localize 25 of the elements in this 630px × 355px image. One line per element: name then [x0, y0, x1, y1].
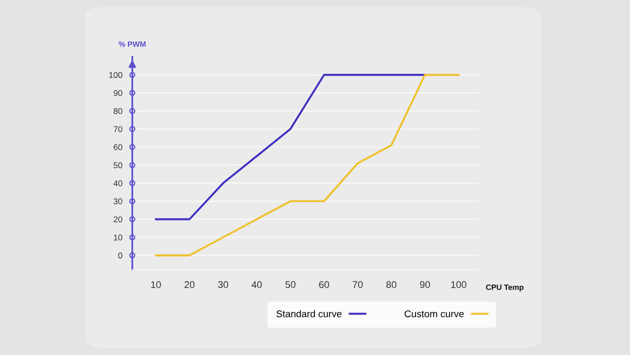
x-tick-label: 70 — [352, 281, 363, 288]
y-tick-label: 50 — [114, 162, 122, 168]
y-tick-label: 40 — [114, 180, 122, 186]
x-tick-label: 80 — [386, 281, 396, 288]
y-tick-label: 60 — [114, 144, 122, 150]
x-tick-label: 90 — [420, 281, 430, 288]
x-tick-label: 20 — [184, 281, 195, 288]
y-tick-label: 80 — [114, 108, 122, 114]
line-series — [154, 74, 460, 256]
x-tick-label: 10 — [151, 281, 161, 288]
y-tick-label: 90 — [114, 90, 122, 96]
legend-label: Custom curve — [404, 310, 464, 318]
x-tick-label: 60 — [319, 281, 330, 288]
x-tick-label: 30 — [218, 281, 228, 288]
x-tick-label: 100 — [451, 281, 466, 288]
y-tick-label: 30 — [114, 198, 122, 204]
x-tick-label: 50 — [285, 281, 296, 288]
y-tick-label: 100 — [109, 72, 122, 78]
y-tick-label: 20 — [114, 216, 122, 222]
y-tick-label: 10 — [114, 234, 122, 240]
y-tick-label: 70 — [114, 126, 122, 132]
line-series — [154, 74, 426, 220]
x-tick-label: 40 — [252, 281, 262, 288]
legend-label: Standard curve — [276, 310, 342, 318]
y-tick-label: 0 — [118, 252, 122, 258]
